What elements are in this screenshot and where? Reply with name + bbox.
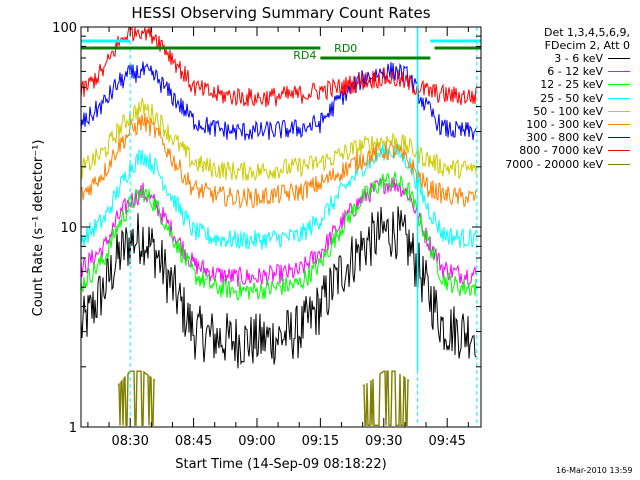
- legend-label: 25 - 50 keV: [540, 91, 603, 105]
- legend-header-line-2: FDecim 2, Att 0: [544, 39, 630, 52]
- legend-swatch: [608, 124, 630, 126]
- legend-swatch: [608, 163, 630, 165]
- legend-entry-s300_800: 300 - 800 keV: [478, 131, 636, 144]
- legend-swatch: [608, 150, 630, 152]
- y-tick-label: 100: [52, 21, 77, 36]
- legend-label: 50 - 100 keV: [533, 104, 603, 118]
- series-line-s3_6: [80, 206, 477, 369]
- x-tick-label: 09:45: [428, 434, 465, 449]
- legend-entry-s50_100: 50 - 100 keV: [478, 105, 636, 118]
- legend-swatch: [608, 137, 630, 139]
- legend-swatch: [608, 58, 630, 60]
- legend-entry-s12_25: 12 - 25 keV: [478, 78, 636, 91]
- legend-swatch: [608, 110, 630, 112]
- legend-label: 100 - 300 keV: [526, 118, 603, 132]
- legend-label: 6 - 12 keV: [547, 65, 603, 79]
- legend-label: 300 - 800 keV: [526, 131, 603, 145]
- series-line-s25_50: [80, 141, 477, 250]
- legend-entry-s7000_20000: 7000 - 20000 keV: [478, 158, 636, 171]
- legend-header-line-1: Det 1,3,4,5,6,9,: [543, 26, 630, 39]
- legend: Det 1,3,4,5,6,9, FDecim 2, Att 0 3 - 6 k…: [478, 26, 636, 171]
- legend-label: 800 - 7000 keV: [519, 144, 603, 158]
- x-axis-label: Start Time (14-Sep-09 08:18:22): [175, 457, 386, 472]
- series-line-s7000_20000: [117, 370, 410, 426]
- series-line-s50_100: [80, 97, 477, 182]
- legend-entry-s100_300: 100 - 300 keV: [478, 118, 636, 131]
- timestamp: 16-Mar-2010 13:59: [556, 466, 633, 475]
- legend-swatch: [608, 84, 630, 86]
- y-tick-label: 10: [60, 221, 77, 236]
- legend-label: 12 - 25 keV: [540, 78, 603, 92]
- legend-entry-s25_50: 25 - 50 keV: [478, 92, 636, 105]
- series-line-s800_7000: [80, 26, 477, 108]
- legend-swatch: [608, 71, 630, 73]
- series-line-s100_300: [80, 113, 477, 210]
- x-tick-label: 09:30: [365, 434, 402, 449]
- legend-swatch: [608, 97, 630, 99]
- x-tick-label: 08:45: [175, 434, 212, 449]
- legend-label: 7000 - 20000 keV: [505, 157, 603, 171]
- x-tick-label: 08:30: [111, 434, 148, 449]
- legend-entry-s3_6: 3 - 6 keV: [478, 52, 636, 65]
- attenuator-label-rd0: RD0: [334, 42, 357, 55]
- y-axis-label: Count Rate (s⁻¹ detector⁻¹): [31, 140, 46, 317]
- x-tick-label: 09:00: [238, 434, 275, 449]
- legend-entry-s6_12: 6 - 12 keV: [478, 65, 636, 78]
- y-tick-label: 1: [69, 421, 77, 436]
- chart-title: HESSI Observing Summary Count Rates: [131, 4, 430, 22]
- series-line-s12_25: [80, 171, 477, 302]
- series-line-s6_12: [80, 176, 477, 287]
- legend-label: 3 - 6 keV: [554, 52, 603, 66]
- x-tick-label: 09:15: [302, 434, 339, 449]
- attenuator-label-rd4: RD4: [293, 49, 316, 62]
- legend-entry-s800_7000: 800 - 7000 keV: [478, 144, 636, 157]
